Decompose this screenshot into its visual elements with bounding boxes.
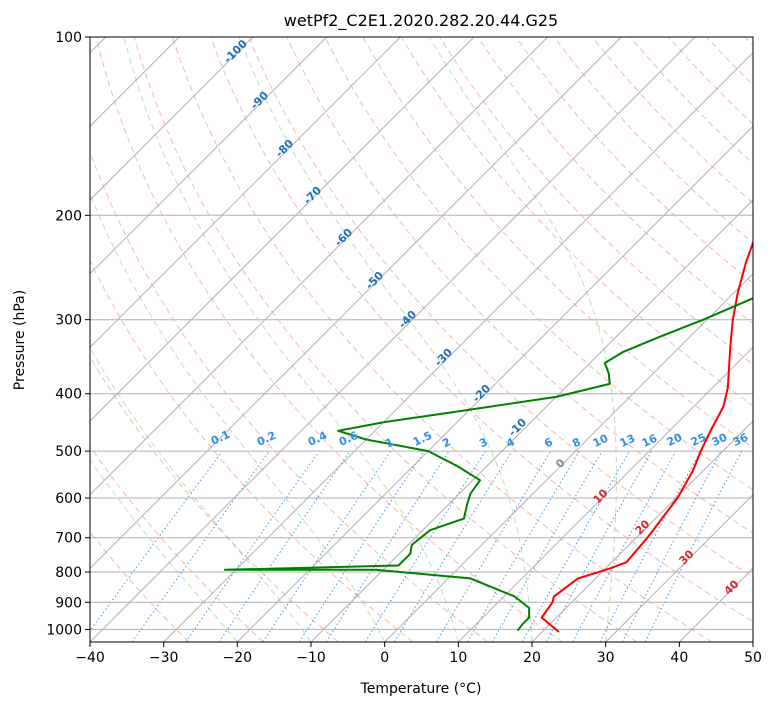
- y-axis-label: Pressure (hPa): [12, 290, 28, 390]
- y-tick-label: 1000: [46, 622, 82, 638]
- y-tick-label: 900: [55, 595, 82, 611]
- x-tick-label: 20: [523, 650, 541, 666]
- y-tick-label: 200: [55, 208, 82, 224]
- x-tick-label: −30: [149, 650, 179, 666]
- x-tick-label: 30: [597, 650, 615, 666]
- x-tick-label: 40: [670, 650, 688, 666]
- x-tick-label: 50: [744, 650, 762, 666]
- x-tick-label: 0: [380, 650, 389, 666]
- y-tick-label: 800: [55, 565, 82, 581]
- x-tick-label: −40: [75, 650, 105, 666]
- x-axis-label: Temperature (°C): [360, 681, 482, 697]
- x-tick-label: 10: [449, 650, 467, 666]
- x-tick-label: −20: [223, 650, 253, 666]
- x-tick-label: −10: [296, 650, 326, 666]
- chart-title: wetPf2_C2E1.2020.282.20.44.G25: [284, 11, 558, 31]
- y-tick-label: 400: [55, 387, 82, 403]
- y-tick-label: 700: [55, 531, 82, 547]
- y-tick-label: 100: [55, 30, 82, 46]
- y-tick-label: 600: [55, 491, 82, 507]
- y-tick-label: 500: [55, 444, 82, 460]
- y-tick-label: 300: [55, 313, 82, 329]
